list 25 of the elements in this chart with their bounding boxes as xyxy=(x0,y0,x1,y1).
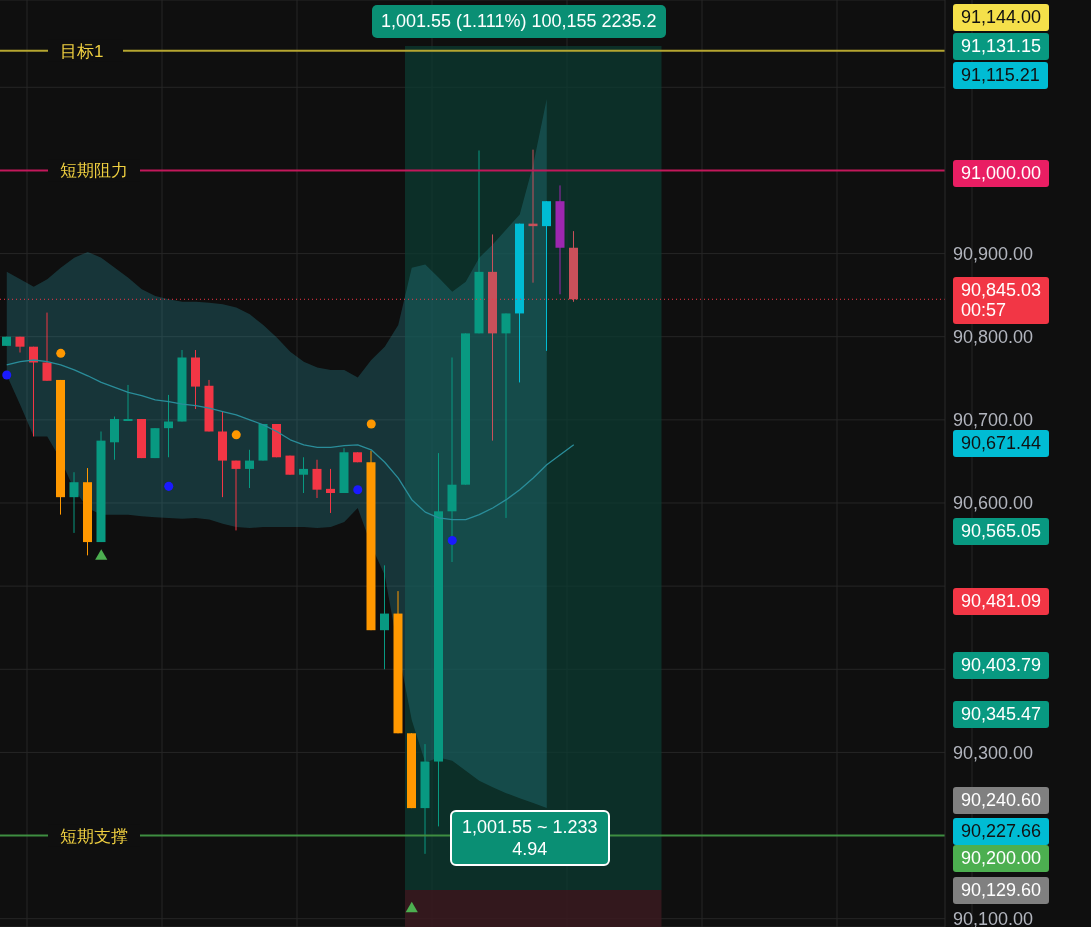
text: 90,671.44 xyxy=(961,432,1042,453)
annotation: 1,001.55 (1.111%) 100,155 2235.2 xyxy=(381,11,657,32)
text: 90,227.66 xyxy=(961,820,1042,841)
text: 91,000.00 xyxy=(961,162,1042,183)
y-tick-label: 90,700.00 xyxy=(953,410,1034,431)
text: 90,403.79 xyxy=(961,654,1042,675)
y-tick-label: 90,900.00 xyxy=(953,243,1034,264)
text: 91,131.15 xyxy=(961,35,1042,56)
y-tick-label: 90,600.00 xyxy=(953,493,1034,514)
y-tick-label: 90,100.00 xyxy=(953,909,1034,927)
text: 91,115.21 xyxy=(961,64,1040,85)
text: 90,129.60 xyxy=(961,879,1042,900)
ref-line-label: 短期阻力 xyxy=(60,161,128,181)
annotation: 1,001.55 ~ 1.233 4.94 xyxy=(462,816,598,860)
text: 90,565.05 xyxy=(961,520,1042,541)
text: 90,481.09 xyxy=(961,590,1042,611)
y-tick-label: 90,800.00 xyxy=(953,327,1034,348)
y-tick-label: 90,300.00 xyxy=(953,742,1034,763)
text: 91,144.00 xyxy=(961,6,1042,27)
text: 90,240.60 xyxy=(961,789,1042,810)
text: 90,845.03 00:57 xyxy=(961,279,1042,320)
text: 90,200.00 xyxy=(961,847,1042,868)
ref-line-label: 目标1 xyxy=(60,41,104,61)
text: 90,345.47 xyxy=(961,703,1042,724)
ref-line-label: 短期支撑 xyxy=(60,826,128,846)
